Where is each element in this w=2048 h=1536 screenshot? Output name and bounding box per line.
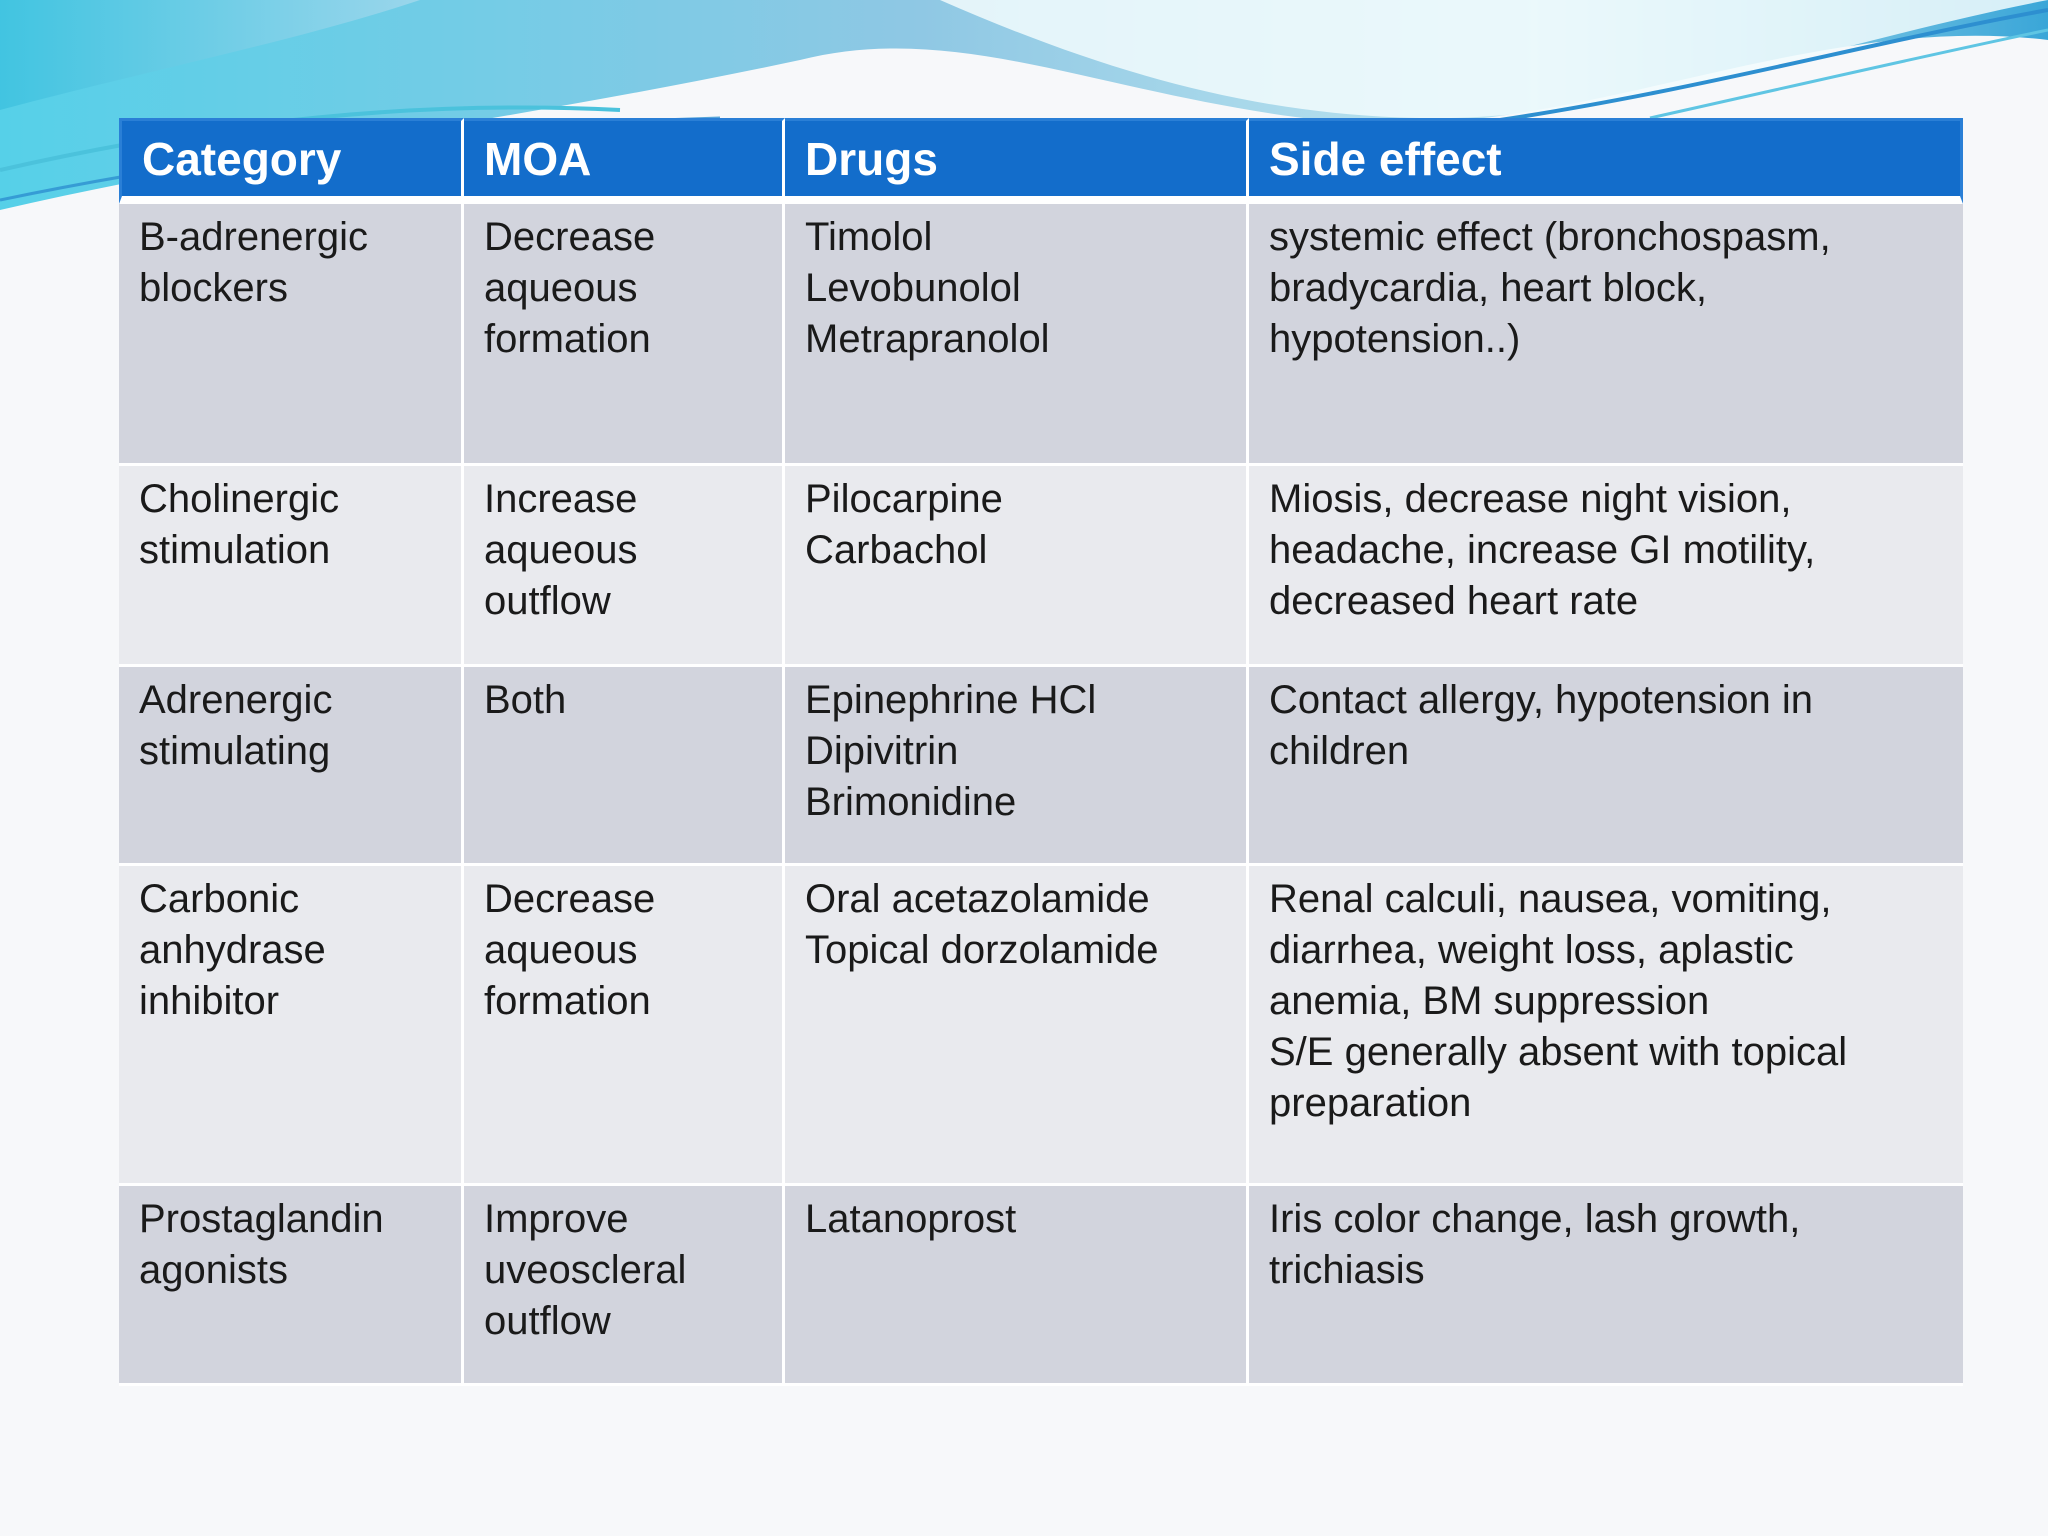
table-header-row: Category MOA Drugs Side effect (119, 118, 1963, 204)
cell-drugs: Epinephrine HCl Dipivitrin Brimonidine (785, 667, 1249, 866)
cell-category: Carbonic anhydrase inhibitor (119, 866, 464, 1186)
cell-drugs: Latanoprost (785, 1186, 1249, 1386)
drug-table: Category MOA Drugs Side effect B-adrener… (119, 118, 1963, 1386)
cell-side-effect: Miosis, decrease night vision, headache,… (1249, 466, 1963, 667)
cell-drugs: Pilocarpine Carbachol (785, 466, 1249, 667)
table-row: Adrenergic stimulating Both Epinephrine … (119, 667, 1963, 866)
header-moa: MOA (464, 118, 785, 204)
cell-moa: Decrease aqueous formation (464, 866, 785, 1186)
table-row: B-adrenergic blockers Decrease aqueous f… (119, 204, 1963, 466)
cell-category: Adrenergic stimulating (119, 667, 464, 866)
header-drugs: Drugs (785, 118, 1249, 204)
cell-category: B-adrenergic blockers (119, 204, 464, 466)
cell-side-effect: Iris color change, lash growth, trichias… (1249, 1186, 1963, 1386)
cell-side-effect: Renal calculi, nausea, vomiting, diarrhe… (1249, 866, 1963, 1186)
cell-moa: Both (464, 667, 785, 866)
cell-drugs: Timolol Levobunolol Metrapranolol (785, 204, 1249, 466)
background-wave-decoration (0, 0, 2048, 210)
cell-moa: Decrease aqueous formation (464, 204, 785, 466)
table-row: Prostaglandin agonists Improve uveoscler… (119, 1186, 1963, 1386)
cell-moa: Increase aqueous outflow (464, 466, 785, 667)
cell-category: Cholinergic stimulation (119, 466, 464, 667)
table-row: Carbonic anhydrase inhibitor Decrease aq… (119, 866, 1963, 1186)
table-row: Cholinergic stimulation Increase aqueous… (119, 466, 1963, 667)
header-side-effect: Side effect (1249, 118, 1963, 204)
cell-drugs: Oral acetazolamide Topical dorzolamide (785, 866, 1249, 1186)
cell-side-effect: systemic effect (bronchospasm, bradycard… (1249, 204, 1963, 466)
header-category: Category (119, 118, 464, 204)
cell-category: Prostaglandin agonists (119, 1186, 464, 1386)
cell-side-effect: Contact allergy, hypotension in children (1249, 667, 1963, 866)
cell-moa: Improve uveoscleral outflow (464, 1186, 785, 1386)
